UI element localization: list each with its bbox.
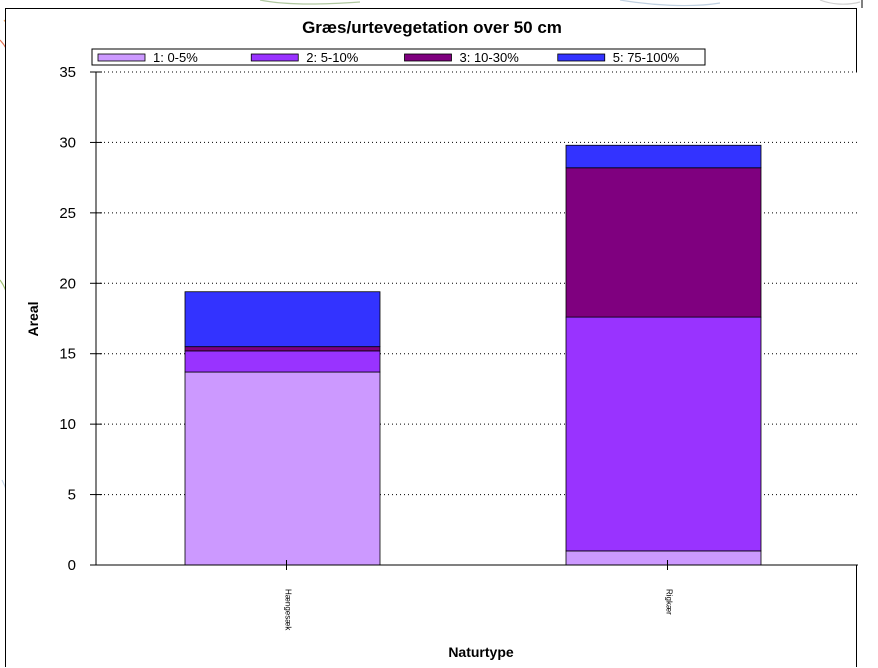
bar-segment xyxy=(184,346,381,352)
legend-swatch xyxy=(97,53,146,62)
legend-swatch xyxy=(404,53,452,62)
axes: 0 5 10 15 20 25 30 35 xyxy=(59,64,858,574)
legend-label: 3: 10-30% xyxy=(460,50,520,65)
x-tick-label: Rigkær xyxy=(665,589,674,615)
y-tick-label: 25 xyxy=(59,205,76,222)
bar-segment xyxy=(565,167,762,318)
map-contour-line xyxy=(619,0,721,7)
legend-label: 1: 0-5% xyxy=(153,50,198,65)
gridlines xyxy=(96,71,858,496)
bar-segment xyxy=(184,371,381,566)
bar-segment xyxy=(565,144,762,169)
bar-segment xyxy=(565,316,762,552)
bar-segment xyxy=(184,291,381,348)
stacked-bar-chart: Græs/urtevegetation over 50 cm 1: 0-5% 2:… xyxy=(25,18,858,660)
legend-swatch xyxy=(557,53,606,62)
bar-segment xyxy=(565,550,762,566)
legend-label: 5: 75-100% xyxy=(613,50,680,65)
y-axis-title: Areal xyxy=(25,301,41,336)
y-tick-label: 35 xyxy=(59,64,76,81)
y-tick-label: 30 xyxy=(59,134,76,151)
map-contour-line xyxy=(259,0,361,5)
y-tick-label: 15 xyxy=(59,346,76,363)
bar-segment xyxy=(184,350,381,373)
bars: Hængesæk Rigkær xyxy=(184,144,762,631)
chart-title: Græs/urtevegetation over 50 cm xyxy=(302,18,562,37)
legend-swatch xyxy=(250,53,299,62)
y-tick-label: 10 xyxy=(59,416,76,433)
legend-box xyxy=(91,48,706,66)
y-tick-label: 0 xyxy=(68,557,76,574)
chart-frame: Græs/urtevegetation over 50 cm 1: 0-5% 2:… xyxy=(5,8,858,667)
legend: 1: 0-5% 2: 5-10% 3: 10-30% 5: 75-100% xyxy=(91,48,706,66)
y-tick-label: 5 xyxy=(68,487,76,504)
x-axis-title: Naturtype xyxy=(448,644,514,660)
y-tick-label: 20 xyxy=(59,275,76,292)
x-tick-label: Hængesæk xyxy=(284,589,293,631)
legend-label: 2: 5-10% xyxy=(306,50,358,65)
map-contour-line xyxy=(819,0,861,5)
